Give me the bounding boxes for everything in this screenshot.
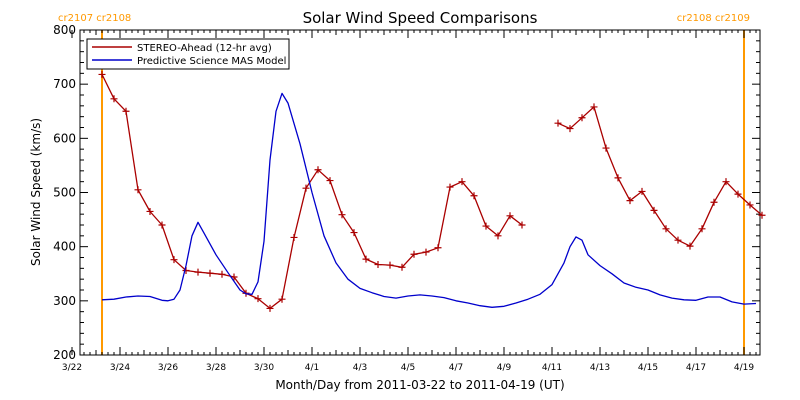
data-point-marker (758, 211, 766, 219)
series-stereo (98, 70, 766, 312)
data-point-marker (554, 119, 562, 127)
data-point-marker (350, 229, 358, 237)
y-tick-label: 600 (53, 131, 76, 145)
data-point-marker (434, 244, 442, 252)
data-point-marker (650, 206, 658, 214)
y-tick-label: 700 (53, 77, 76, 91)
x-tick-label: 4/17 (686, 363, 706, 373)
data-point-marker (134, 186, 142, 194)
series-mas (101, 92, 757, 308)
data-point-marker (110, 95, 118, 103)
data-point-marker (170, 256, 178, 264)
data-point-marker (614, 174, 622, 182)
y-tick-label: 300 (53, 294, 76, 308)
data-point-marker (374, 261, 382, 269)
data-point-marker (470, 192, 478, 200)
data-point-marker (290, 233, 298, 241)
data-point-marker (314, 166, 322, 174)
carrington-marker-label: cr2107 cr2108 (58, 13, 131, 24)
plot-frame (79, 29, 761, 356)
data-point-marker (578, 114, 586, 122)
data-point-marker (194, 268, 202, 276)
x-tick-label: 3/24 (110, 363, 130, 373)
legend-label-mas: Predictive Science MAS Model (137, 56, 286, 67)
x-axis-title: Month/Day from 2011-03-22 to 2011-04-19 … (275, 378, 564, 392)
y-axis-title: Solar Wind Speed (km/s) (29, 118, 43, 266)
x-tick-label: 3/30 (254, 363, 274, 373)
data-point-marker (446, 183, 454, 191)
data-point-marker (722, 178, 730, 186)
x-tick-label: 4/13 (590, 363, 610, 373)
data-point-marker (98, 70, 106, 78)
y-axis: 200 300 400 500 600 700 800 (53, 23, 760, 362)
data-point-marker (158, 221, 166, 229)
data-point-marker (506, 212, 514, 220)
data-point-marker (686, 242, 694, 250)
data-point-marker (386, 261, 394, 269)
data-point-marker (710, 198, 718, 206)
x-tick-label: 3/22 (62, 363, 82, 373)
data-point-marker (146, 207, 154, 215)
x-tick-label: 4/1 (305, 363, 319, 373)
carrington-markers: cr2107 cr2108 cr2108 cr2109 (58, 13, 750, 355)
data-point-marker (662, 225, 670, 233)
data-point-marker (590, 103, 598, 111)
data-point-marker (746, 201, 754, 209)
legend-label-stereo: STEREO-Ahead (12-hr avg) (137, 43, 272, 54)
data-point-marker (626, 197, 634, 205)
y-tick-label: 800 (53, 23, 76, 37)
data-point-marker (494, 232, 502, 240)
x-tick-label: 4/19 (734, 363, 754, 373)
x-tick-label: 4/3 (353, 363, 367, 373)
y-tick-label: 500 (53, 186, 76, 200)
data-point-marker (482, 222, 490, 230)
x-tick-label: 4/9 (497, 363, 512, 373)
data-point-marker (518, 221, 526, 229)
data-point-marker (398, 263, 406, 271)
series-line (101, 92, 757, 308)
data-point-marker (566, 125, 574, 133)
chart-title: Solar Wind Speed Comparisons (303, 9, 538, 27)
data-point-marker (602, 144, 610, 152)
data-point-marker (302, 184, 310, 192)
carrington-marker-label: cr2108 cr2109 (677, 13, 750, 24)
legend-box (86, 38, 290, 70)
series-line (557, 106, 763, 247)
x-tick-label: 4/7 (449, 363, 463, 373)
legend: STEREO-Ahead (12-hr avg) Predictive Scie… (86, 38, 290, 70)
x-axis: 3/22 3/24 3/26 3/28 3/30 4/1 4/3 4/5 4/7 4/9 4/11 4… (62, 30, 757, 373)
data-point-marker (674, 236, 682, 244)
y-tick-label: 200 (53, 348, 76, 362)
data-point-marker (218, 270, 226, 278)
x-tick-label: 4/5 (401, 363, 415, 373)
series-line (101, 74, 523, 310)
x-tick-label: 3/26 (158, 363, 178, 373)
data-point-marker (254, 295, 262, 303)
data-point-marker (326, 177, 334, 185)
data-point-marker (122, 107, 130, 115)
series-layer (98, 70, 766, 312)
data-point-marker (266, 304, 274, 312)
data-point-marker (458, 178, 466, 186)
data-point-marker (638, 187, 646, 195)
x-tick-label: 3/28 (206, 363, 226, 373)
x-tick-label: 4/15 (638, 363, 658, 373)
data-point-marker (278, 295, 286, 303)
data-point-marker (734, 190, 742, 198)
data-point-marker (698, 225, 706, 233)
x-tick-label: 4/11 (542, 363, 562, 373)
data-point-marker (206, 269, 214, 277)
y-tick-label: 400 (53, 240, 76, 254)
data-point-marker (362, 255, 370, 263)
data-point-marker (422, 248, 430, 256)
data-point-marker (410, 250, 418, 258)
data-point-marker (338, 211, 346, 219)
